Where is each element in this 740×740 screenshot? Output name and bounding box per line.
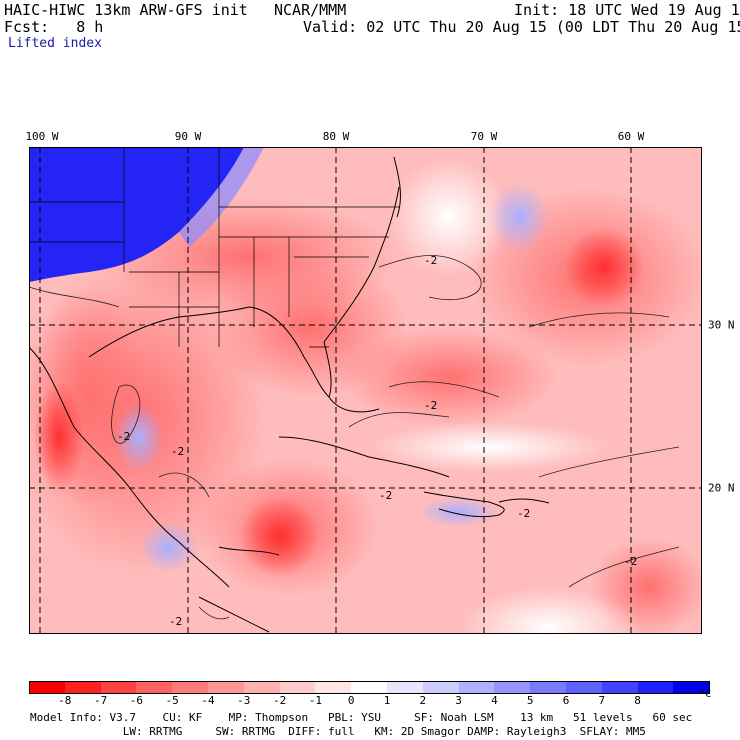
colorbar-tick-label: 0 [347,694,355,707]
colorbar-frame [29,681,711,694]
lon-label-100w: 100 W [25,130,59,143]
contour-label: -2 [171,445,184,458]
colorbar-tick-label: 7 [598,694,606,707]
lon-label-70w: 70 W [470,130,498,143]
stable-core-region [29,147,244,282]
lat-label-30n: 30 N [708,318,735,332]
colorbar-tick-label: 1 [383,694,391,707]
colorbar-tick-label: -2 [272,694,287,707]
contour-label: -2 [379,489,392,502]
colorbar-tick-label: -5 [165,694,179,707]
colorbar-tick-label: 2 [419,694,427,707]
graticule [29,147,702,634]
contour-label: -2 [169,615,182,628]
contour-label: -2 [517,507,530,520]
colorbar-swatch [315,681,352,693]
colorbar-swatch [279,681,316,693]
colorbar-tick-label: 5 [526,694,534,707]
colorbar-swatch [172,681,209,693]
colorbar-swatch [64,681,102,693]
organization: NCAR/MMM [274,1,347,19]
colorbar-swatch [530,681,567,693]
colorbar-swatch [458,681,495,693]
init-time: Init: 18 UTC Wed 19 Aug 15 [514,1,740,19]
political-boundaries [29,147,399,348]
colorbar-swatch [601,681,639,693]
colorbar-tick-label: 3 [455,694,462,707]
lon-label-80w: 80 W [322,130,350,143]
colorbar-swatch [208,681,245,693]
colorbar-swatch [29,681,66,693]
colorbar-tick-label: 4 [491,694,498,707]
colorbar-swatch [422,681,460,693]
model-info-line-2: LW: RRTMG SW: RRTMG DIFF: full KM: 2D Sm… [30,725,646,738]
model-info-line-1: Model Info: V3.7 CU: KF MP: Thompson PBL… [30,711,693,724]
lifted-index-map: -2 -2 -2 -2 -2 -2 -2 -2 [29,147,702,634]
colorbar-tick-label: -6 [129,694,144,707]
colorbar-swatch [136,681,173,693]
colorbar-unit: °C [699,689,712,700]
colorbar-swatch [100,681,137,693]
color-legend: -8 -7 -6 -5 -4 -3 -2 -1 0 1 2 3 4 5 6 7 8 °C [29,681,712,707]
stable-regions [114,157,639,634]
contour-label: -2 [424,254,437,267]
map-frame [29,147,702,634]
colorbar-tick-label: -1 [308,694,323,707]
valid-time: Valid: 02 UTC Thu 20 Aug 15 (00 LDT Thu … [303,18,740,36]
colorbar-swatch [637,681,674,693]
colorbar-swatch [494,681,531,693]
forecast-hour: Fcst: 8 h [4,18,104,36]
colorbar-tick-label: -3 [237,694,251,707]
colorbar-tick-label: -7 [93,694,108,707]
contour-lines [29,255,680,620]
colorbar-swatch [387,681,424,693]
colorbar-tick-label: 6 [562,694,570,707]
colorbar-tick-label: -8 [58,694,72,707]
contour-label: -2 [117,430,130,443]
colorbar-swatch [673,681,710,693]
lon-label-90w: 90 W [174,130,202,143]
contour-label: -2 [424,399,437,412]
colorbar-swatch [351,681,388,693]
colorbar-tick-label: 8 [634,694,641,707]
field-name: Lifted index [8,36,102,51]
colorbar-swatch [566,681,603,693]
lat-label-20n: 20 N [708,481,735,495]
lon-label-60w: 60 W [617,130,645,143]
colorbar-swatch [243,681,281,693]
model-title: HAIC-HIWC 13km ARW-GFS init [4,1,248,19]
colorbar-tick-label: -4 [201,694,215,707]
